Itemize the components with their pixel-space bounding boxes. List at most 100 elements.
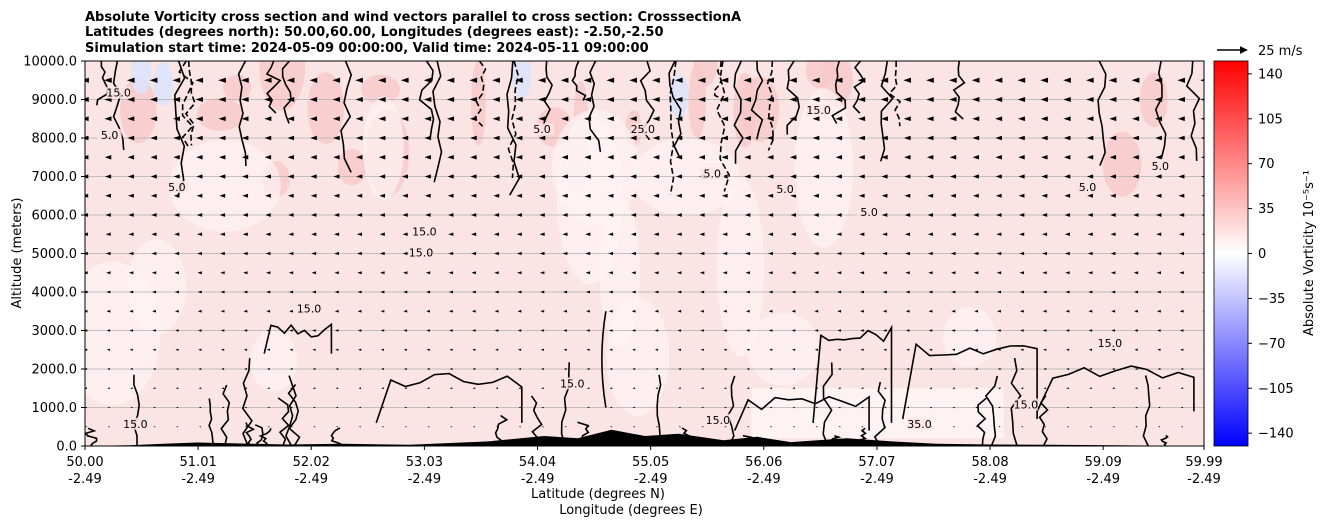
- wind-vector: [150, 135, 158, 141]
- wind-vector: [266, 348, 270, 351]
- wind-vector: [1134, 348, 1138, 351]
- wind-vector: [494, 309, 499, 313]
- wind-vector: [403, 329, 408, 332]
- wind-vector: [606, 116, 614, 122]
- wind-vector: [697, 77, 706, 83]
- wind-vector: [744, 174, 751, 179]
- wind-vector: [446, 77, 455, 83]
- wind-vector: [1088, 290, 1093, 294]
- wind-vector: [515, 116, 523, 122]
- wind-vector: [926, 135, 934, 141]
- wind-vector: [151, 213, 157, 217]
- wind-vector: [746, 329, 750, 332]
- wind-vector: [745, 271, 750, 275]
- wind-vector: [997, 387, 1001, 390]
- wind-vector: [814, 329, 819, 332]
- wind-vector: [1066, 368, 1070, 370]
- colorbar-tick-label: 140: [1258, 67, 1283, 82]
- contour-label-bg: [412, 225, 437, 238]
- contour-line: [241, 358, 253, 446]
- wind-vector: [1021, 426, 1024, 428]
- vorticity-patch: [693, 61, 718, 87]
- wind-vector: [744, 155, 751, 160]
- wind-vector: [903, 116, 911, 122]
- wind-vector: [1132, 193, 1139, 198]
- wind-vector: [723, 387, 727, 390]
- wind-vector: [380, 348, 385, 351]
- wind-vector: [724, 406, 727, 409]
- wind-vector: [607, 135, 614, 141]
- contour-line: [984, 375, 999, 446]
- wind-vector: [218, 135, 226, 141]
- wind-vector: [309, 96, 318, 103]
- wind-vector: [107, 426, 110, 428]
- y-axis: 0.0 1000.0 2000.0 3000.0 4000.0 5000.0 6000.0 7…: [23, 55, 85, 455]
- wind-vector: [221, 368, 225, 370]
- wind-vector: [926, 116, 934, 122]
- wind-vector: [379, 232, 385, 237]
- wind-vector: [859, 232, 865, 237]
- contour-line: [668, 61, 682, 159]
- wind-vector: [791, 309, 796, 313]
- wind-vector: [700, 387, 704, 390]
- wind-vector: [537, 77, 546, 83]
- x-axis: 50.00 -2.49 51.01 -2.49 52.02 -2.49 53.03 -2.49…: [66, 446, 1223, 487]
- wind-vector: [1088, 348, 1093, 351]
- wind-vector: [449, 368, 453, 370]
- wind-vector: [289, 309, 293, 313]
- wind-vector: [563, 348, 567, 351]
- wind-vector: [85, 309, 88, 313]
- y-tick-label: 5000.0: [32, 247, 78, 262]
- wind-vector: [104, 116, 112, 122]
- wind-vector: [836, 232, 842, 237]
- wind-vector: [883, 406, 887, 409]
- wind-vector: [838, 426, 841, 428]
- contour-line: [173, 61, 186, 198]
- wind-vector: [380, 329, 385, 332]
- wind-vector: [720, 96, 729, 103]
- wind-vector: [860, 348, 864, 351]
- y-tick-label: 10000.0: [23, 55, 77, 70]
- wind-vector: [812, 155, 820, 160]
- wind-vector: [309, 77, 318, 83]
- wind-vector: [972, 96, 980, 103]
- wind-vector: [404, 387, 407, 390]
- wind-vector: [335, 329, 339, 332]
- wind-vector: [699, 251, 705, 256]
- wind-vector: [106, 271, 111, 275]
- contour-line: [281, 61, 292, 124]
- wind-vector: [266, 290, 271, 294]
- wind-vector: [972, 135, 980, 141]
- wind-vector: [585, 232, 591, 237]
- wind-vector: [1040, 116, 1048, 122]
- wind-vector: [538, 116, 546, 122]
- wind-vector: [174, 309, 179, 313]
- vorticity-patch: [361, 74, 400, 105]
- wind-vector: [311, 290, 316, 294]
- wind-vector: [1200, 78, 1204, 82]
- wind-vector: [676, 213, 682, 217]
- wind-vector: [584, 193, 591, 198]
- wind-vector: [1109, 135, 1117, 141]
- wind-vector: [332, 77, 341, 83]
- wind-vector: [836, 193, 842, 198]
- wind-vector: [195, 77, 204, 83]
- x-tick-label-lat: 56.06: [745, 455, 782, 470]
- colorbar-tick-label: 70: [1258, 157, 1275, 172]
- wind-vector: [1019, 309, 1024, 313]
- wind-vector: [583, 96, 592, 103]
- contour-line: [669, 61, 677, 195]
- wind-vector: [493, 213, 500, 217]
- wind-vector: [1042, 329, 1047, 332]
- wind-vector: [1089, 406, 1092, 409]
- contour-label-bg: [1013, 398, 1038, 411]
- wind-vector: [219, 155, 226, 160]
- wind-vector: [152, 368, 156, 370]
- contour-line: [133, 374, 141, 446]
- wind-vector: [1040, 135, 1048, 141]
- wind-vector: [950, 193, 956, 198]
- wind-vector: [995, 174, 1002, 179]
- wind-vector: [880, 96, 889, 103]
- wind-vector: [927, 251, 933, 256]
- wind-vector: [1064, 251, 1070, 256]
